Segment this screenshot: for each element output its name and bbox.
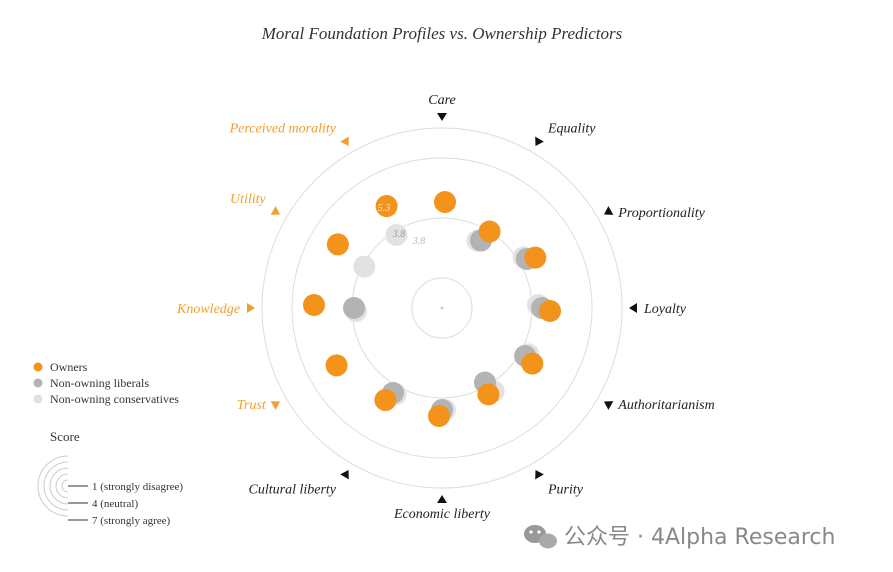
legend-label-liberals: Non-owning liberals	[50, 376, 149, 390]
data-points	[303, 191, 561, 427]
axis-label-purity: Purity	[547, 482, 584, 497]
dot-owners-cultural-liberty	[374, 389, 397, 412]
watermark: 公众号 · 4Alpha Research	[524, 525, 835, 550]
legend-marker-liberals	[33, 378, 43, 388]
dot-owners-loyalty	[539, 300, 561, 322]
axis-marker-authoritarianism	[603, 401, 614, 410]
legend-label-owners: Owners	[50, 360, 88, 374]
score-arc-outer	[37, 455, 69, 517]
scale-rings	[261, 127, 623, 489]
dot-owners-authoritarianism	[521, 352, 544, 375]
axis-marker-loyalty	[629, 303, 637, 313]
axis-label-care: Care	[428, 93, 455, 108]
score-legend: Score 1 (strongly disagree) 4 (neutral) …	[37, 429, 183, 527]
dot-owners-knowledge	[303, 294, 325, 316]
annotations: 5.3 3.8 3.8	[378, 203, 426, 247]
score-label-7: 7 (strongly agree)	[92, 515, 171, 527]
scale-ring-3	[291, 157, 593, 459]
dot-non-owning-conservatives-perceived-morality	[385, 224, 408, 247]
axis-marker-proportionality	[603, 206, 614, 215]
dot-non-owning-liberals-knowledge	[343, 297, 365, 319]
score-legend-title: Score	[50, 429, 80, 444]
axis-label-economic-liberty: Economic liberty	[393, 507, 491, 522]
center-dot	[440, 306, 444, 310]
score-label-1: 1 (strongly disagree)	[92, 481, 183, 493]
axis-label-equality: Equality	[547, 122, 596, 137]
score-arc-inner	[61, 479, 69, 493]
annotation-non-owning-conservatives-perceived-morality: 3.8	[392, 229, 406, 240]
axis-marker-utility	[270, 206, 281, 215]
dot-owners-economic-liberty	[428, 405, 450, 427]
watermark-text: 公众号 · 4Alpha Research	[564, 525, 835, 550]
scale-ring-1	[411, 277, 473, 339]
dot-owners-trust	[325, 354, 348, 377]
dot-owners-perceived-morality	[375, 195, 398, 218]
axis-marker-care	[437, 113, 447, 121]
dot-owners-care	[434, 191, 456, 213]
axis-label-knowledge: Knowledge	[176, 302, 240, 317]
axis-marker-equality	[535, 136, 544, 147]
legend: Owners Non-owning liberals Non-owning co…	[33, 360, 179, 406]
axis-marker-purity	[535, 469, 544, 480]
axis-marker-economic-liberty	[437, 495, 447, 503]
axis-label-utility: Utility	[230, 192, 267, 207]
legend-label-conservatives: Non-owning conservatives	[50, 392, 179, 406]
axis-label-loyalty: Loyalty	[643, 302, 687, 317]
axis-marker-knowledge	[247, 303, 255, 313]
annotation-owners-perceived-morality: 5.3	[378, 203, 391, 214]
axis-label-cultural-liberty: Cultural liberty	[249, 482, 337, 497]
wechat-icon	[524, 525, 557, 549]
chart-title: Moral Foundation Profiles vs. Ownership …	[261, 24, 623, 43]
axis-marker-trust	[270, 401, 281, 410]
dot-owners-utility	[326, 233, 349, 256]
axis-label-authoritarianism: Authoritarianism	[617, 398, 714, 413]
axis-marker-perceived-morality	[340, 136, 349, 147]
dot-owners-proportionality	[524, 246, 547, 269]
dot-owners-equality	[478, 220, 501, 243]
axis-label-perceived-morality: Perceived morality	[229, 122, 337, 137]
score-label-4: 4 (neutral)	[92, 498, 138, 510]
annotation-non-owning-liberals-perceived-morality: 3.8	[412, 236, 426, 247]
score-arc-3	[49, 467, 69, 505]
scale-ring-4	[261, 127, 623, 489]
score-arc-4	[55, 473, 69, 499]
score-legend-arcs	[37, 455, 69, 517]
score-arc-2	[43, 461, 69, 511]
dot-non-owning-conservatives-utility	[353, 255, 376, 278]
axis-labels: Care Equality Proportionality Loyalty Author…	[176, 93, 715, 522]
legend-marker-conservatives	[33, 394, 43, 404]
legend-marker-owners	[33, 362, 43, 372]
axis-label-proportionality: Proportionality	[617, 206, 705, 221]
dot-owners-purity	[477, 383, 500, 406]
axis-label-trust: Trust	[237, 398, 267, 413]
axis-marker-cultural-liberty	[340, 469, 349, 480]
